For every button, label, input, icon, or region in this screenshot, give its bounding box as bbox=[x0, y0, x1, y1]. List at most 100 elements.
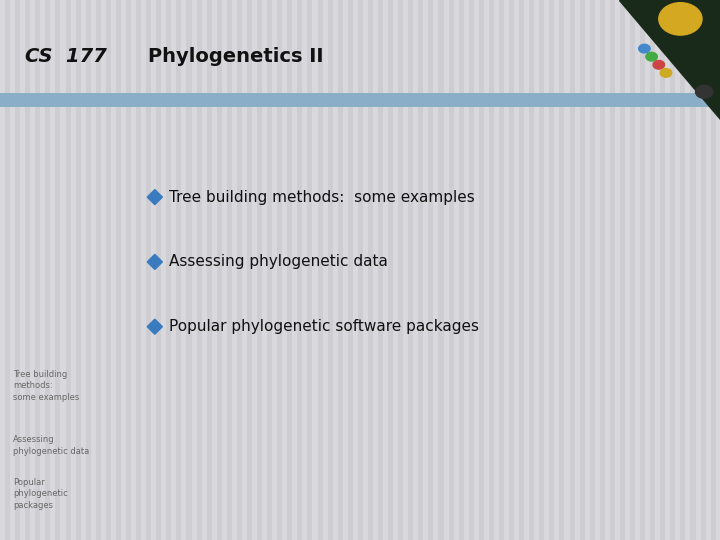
Bar bbox=[514, 0, 519, 540]
Bar bbox=[635, 0, 640, 540]
Circle shape bbox=[660, 69, 672, 77]
Bar bbox=[564, 0, 570, 540]
Bar bbox=[539, 0, 544, 540]
Bar bbox=[101, 0, 106, 540]
Bar bbox=[151, 0, 156, 540]
Bar bbox=[237, 0, 242, 540]
Bar bbox=[474, 0, 479, 540]
Text: Tree building
methods:
some examples: Tree building methods: some examples bbox=[13, 370, 79, 402]
Polygon shape bbox=[147, 254, 163, 269]
Bar bbox=[358, 0, 363, 540]
Bar bbox=[262, 0, 267, 540]
Bar bbox=[40, 0, 45, 540]
Bar bbox=[232, 0, 237, 540]
Bar bbox=[393, 0, 398, 540]
Bar bbox=[60, 0, 66, 540]
Text: Tree building methods:  some examples: Tree building methods: some examples bbox=[169, 190, 475, 205]
Bar bbox=[156, 0, 161, 540]
Bar bbox=[459, 0, 464, 540]
Bar bbox=[106, 0, 111, 540]
Bar bbox=[675, 0, 680, 540]
Bar bbox=[469, 0, 474, 540]
Bar bbox=[670, 0, 675, 540]
Bar bbox=[454, 0, 459, 540]
Bar bbox=[272, 0, 277, 540]
Bar bbox=[373, 0, 378, 540]
Bar bbox=[50, 0, 55, 540]
Bar bbox=[247, 0, 252, 540]
Bar bbox=[287, 0, 292, 540]
Bar bbox=[5, 0, 10, 540]
Bar bbox=[464, 0, 469, 540]
Bar bbox=[35, 0, 40, 540]
Bar bbox=[716, 0, 720, 540]
Bar bbox=[489, 0, 494, 540]
Bar bbox=[645, 0, 650, 540]
Bar bbox=[20, 0, 25, 540]
Bar bbox=[328, 0, 333, 540]
Bar bbox=[388, 0, 393, 540]
Circle shape bbox=[639, 44, 650, 53]
Bar bbox=[0, 93, 720, 107]
Bar bbox=[111, 0, 116, 540]
Circle shape bbox=[653, 60, 665, 69]
Bar bbox=[217, 0, 222, 540]
Bar bbox=[353, 0, 358, 540]
Bar bbox=[207, 0, 212, 540]
Bar bbox=[307, 0, 312, 540]
Text: Popular
phylogenetic
packages: Popular phylogenetic packages bbox=[13, 478, 68, 510]
Text: Phylogenetics II: Phylogenetics II bbox=[148, 47, 323, 66]
Bar bbox=[423, 0, 428, 540]
Bar bbox=[363, 0, 368, 540]
Bar bbox=[297, 0, 302, 540]
Bar bbox=[368, 0, 373, 540]
Bar bbox=[116, 0, 121, 540]
Text: Assessing
phylogenetic data: Assessing phylogenetic data bbox=[13, 435, 89, 456]
Bar bbox=[323, 0, 328, 540]
Bar bbox=[338, 0, 343, 540]
Bar bbox=[696, 0, 701, 540]
Bar bbox=[690, 0, 696, 540]
Bar bbox=[0, 0, 5, 540]
Bar bbox=[711, 0, 716, 540]
Bar bbox=[181, 0, 186, 540]
Bar bbox=[590, 0, 595, 540]
Bar bbox=[383, 0, 388, 540]
Bar bbox=[333, 0, 338, 540]
Bar bbox=[433, 0, 438, 540]
Polygon shape bbox=[619, 0, 720, 119]
Bar bbox=[575, 0, 580, 540]
Bar bbox=[665, 0, 670, 540]
Bar bbox=[554, 0, 559, 540]
Bar bbox=[701, 0, 706, 540]
Bar bbox=[197, 0, 202, 540]
Bar bbox=[126, 0, 131, 540]
Bar bbox=[96, 0, 101, 540]
Bar bbox=[660, 0, 665, 540]
Bar bbox=[610, 0, 615, 540]
Bar bbox=[242, 0, 247, 540]
Bar bbox=[176, 0, 181, 540]
Text: Popular phylogenetic software packages: Popular phylogenetic software packages bbox=[169, 319, 480, 334]
Bar bbox=[292, 0, 297, 540]
Bar bbox=[76, 0, 81, 540]
Bar bbox=[524, 0, 529, 540]
Bar bbox=[640, 0, 645, 540]
Bar bbox=[479, 0, 484, 540]
Bar bbox=[630, 0, 635, 540]
Bar bbox=[529, 0, 534, 540]
Bar bbox=[277, 0, 282, 540]
Bar bbox=[343, 0, 348, 540]
Bar bbox=[202, 0, 207, 540]
Bar bbox=[595, 0, 600, 540]
Bar bbox=[186, 0, 192, 540]
Bar bbox=[625, 0, 630, 540]
Bar bbox=[504, 0, 509, 540]
Circle shape bbox=[696, 85, 713, 98]
Bar bbox=[398, 0, 403, 540]
Bar bbox=[499, 0, 504, 540]
Bar bbox=[544, 0, 549, 540]
Bar bbox=[519, 0, 524, 540]
Bar bbox=[71, 0, 76, 540]
Bar bbox=[252, 0, 257, 540]
